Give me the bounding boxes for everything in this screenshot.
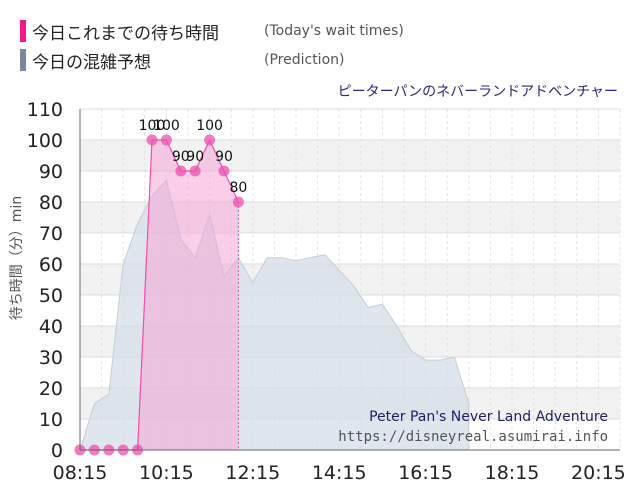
y-tick-label: 40 (39, 316, 63, 338)
y-tick-label: 100 (27, 130, 63, 152)
data-label: 90 (172, 149, 190, 165)
y-tick-label: 0 (51, 440, 63, 462)
x-tick-label: 12:15 (225, 462, 280, 484)
y-tick-label: 60 (39, 254, 63, 276)
x-tick-label: 08:15 (53, 462, 108, 484)
data-label: 100 (196, 118, 223, 134)
x-tick-label: 10:15 (139, 462, 194, 484)
legend-item-today: 今日これまでの待ち時間 (Today's wait times) (20, 18, 404, 44)
today-point (160, 134, 172, 146)
today-point (146, 134, 158, 146)
y-tick-label: 30 (39, 347, 63, 369)
today-point (204, 134, 216, 146)
y-axis-label: 待ち時間（分）min (9, 196, 25, 320)
legend-desc-today: (Today's wait times) (264, 23, 404, 39)
footer-url: https://disneyreal.asumirai.info (338, 429, 608, 445)
y-tick-label: 110 (27, 99, 63, 121)
legend-label-prediction: 今日の混雑予想 (32, 52, 151, 73)
today-point (232, 196, 244, 208)
today-point (175, 165, 187, 177)
legend-item-prediction: 今日の混雑予想 (Prediction) (20, 47, 344, 73)
legend-swatch-today (20, 20, 26, 42)
y-tick-label: 10 (39, 409, 63, 431)
x-tick-label: 14:15 (312, 462, 367, 484)
data-label: 80 (229, 180, 247, 196)
x-tick-label: 16:15 (398, 462, 453, 484)
y-tick-label: 20 (39, 378, 63, 400)
y-tick-label: 90 (39, 161, 63, 183)
attraction-title: ピーターパンのネバーランドアドベンチャー (338, 84, 618, 100)
data-label: 90 (186, 149, 204, 165)
y-tick-label: 80 (39, 192, 63, 214)
legend-swatch-prediction (20, 49, 26, 71)
today-area (80, 140, 239, 450)
y-tick-label: 50 (39, 285, 63, 307)
data-label: 90 (215, 149, 233, 165)
legend-label-today: 今日これまでの待ち時間 (32, 23, 219, 44)
legend-desc-prediction: (Prediction) (264, 52, 345, 68)
y-tick-label: 70 (39, 223, 63, 245)
data-label: 100 (139, 118, 166, 134)
today-point (218, 165, 230, 177)
data-label: 100 (153, 118, 180, 134)
today-point (189, 165, 201, 177)
x-tick-label: 20:15 (571, 462, 626, 484)
x-tick-label: 18:15 (485, 462, 540, 484)
footer-title: Peter Pan's Never Land Adventure (369, 409, 608, 425)
